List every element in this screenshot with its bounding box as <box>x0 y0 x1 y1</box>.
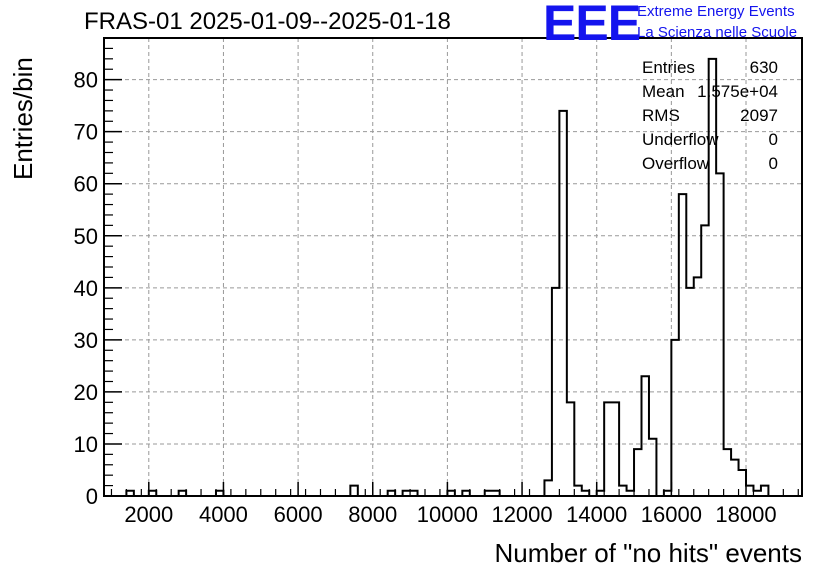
stats-row-overflow: Overflow 0 <box>640 154 780 178</box>
x-tick-label: 16000 <box>641 502 702 527</box>
stats-rms-value: 2097 <box>740 106 778 125</box>
logo-caption-2: La Scienza nelle Scuole <box>637 24 798 41</box>
x-tick-label: 14000 <box>566 502 627 527</box>
x-tick-label: 6000 <box>274 502 323 527</box>
y-tick-label: 10 <box>74 432 98 457</box>
stats-overflow-value: 0 <box>768 154 778 173</box>
chart-title: FRAS-01 2025-01-09--2025-01-18 <box>84 8 451 35</box>
y-tick-label: 80 <box>74 68 98 93</box>
histogram-bin <box>574 486 581 496</box>
y-tick-label: 60 <box>74 172 98 197</box>
histogram-bin <box>544 480 551 496</box>
stats-mean-label: Mean <box>642 82 685 101</box>
stats-row-underflow: Underflow 0 <box>640 130 780 154</box>
y-tick-label: 30 <box>74 328 98 353</box>
stats-box: Entries 630 Mean 1.575e+04 RMS 2097 Unde… <box>640 58 780 178</box>
histogram-bin <box>724 449 731 496</box>
logo-caption-1: Extreme Energy Events <box>637 3 795 20</box>
stats-underflow-label: Underflow <box>642 130 719 149</box>
x-tick-label: 10000 <box>417 502 478 527</box>
stats-underflow-value: 0 <box>768 130 778 149</box>
histogram-bin <box>716 173 723 496</box>
histogram-bin <box>612 402 619 496</box>
plot-frame <box>103 37 803 497</box>
histogram-bin <box>731 460 738 496</box>
histogram-bin <box>604 402 611 496</box>
histogram-bin <box>559 111 566 496</box>
x-axis-label: Number of "no hits" events <box>494 538 803 568</box>
histogram-bin <box>739 470 746 496</box>
eee-logo: EEE <box>543 0 641 51</box>
stats-entries-label: Entries <box>642 58 695 77</box>
y-tick-label: 0 <box>86 484 98 509</box>
stats-rms-label: RMS <box>642 106 680 125</box>
stats-row-entries: Entries 630 <box>640 58 780 82</box>
stats-row-mean: Mean 1.575e+04 <box>640 82 780 106</box>
tick-labels: 2000 4000 6000 8000 10000 12000 14000 16000 1800… <box>74 68 777 527</box>
y-tick-label: 50 <box>74 224 98 249</box>
y-axis-label: Entries/bin <box>8 57 38 180</box>
histogram-bin <box>567 402 574 496</box>
x-tick-label: 8000 <box>348 502 397 527</box>
stats-row-rms: RMS 2097 <box>640 106 780 130</box>
stats-mean-value: 1.575e+04 <box>697 82 778 101</box>
histogram-bin <box>649 439 656 496</box>
histogram-bin <box>679 194 686 496</box>
x-tick-label: 2000 <box>124 502 173 527</box>
histogram-bin <box>701 225 708 496</box>
x-tick-label: 18000 <box>715 502 776 527</box>
stats-entries-value: 630 <box>749 58 778 77</box>
stats-overflow-label: Overflow <box>642 154 710 173</box>
x-tick-label: 12000 <box>491 502 552 527</box>
histogram-bin <box>619 486 626 496</box>
histogram-bin <box>694 277 701 496</box>
y-tick-label: 40 <box>74 276 98 301</box>
y-tick-label: 20 <box>74 380 98 405</box>
histogram-bin <box>746 486 753 496</box>
histogram-bin <box>641 376 648 496</box>
histogram-bin <box>671 340 678 496</box>
histogram-bin <box>634 449 641 496</box>
histogram-line <box>125 57 770 496</box>
histogram-bin <box>350 486 357 496</box>
y-tick-label: 70 <box>74 120 98 145</box>
histogram-bin <box>761 486 768 496</box>
x-tick-label: 4000 <box>199 502 248 527</box>
